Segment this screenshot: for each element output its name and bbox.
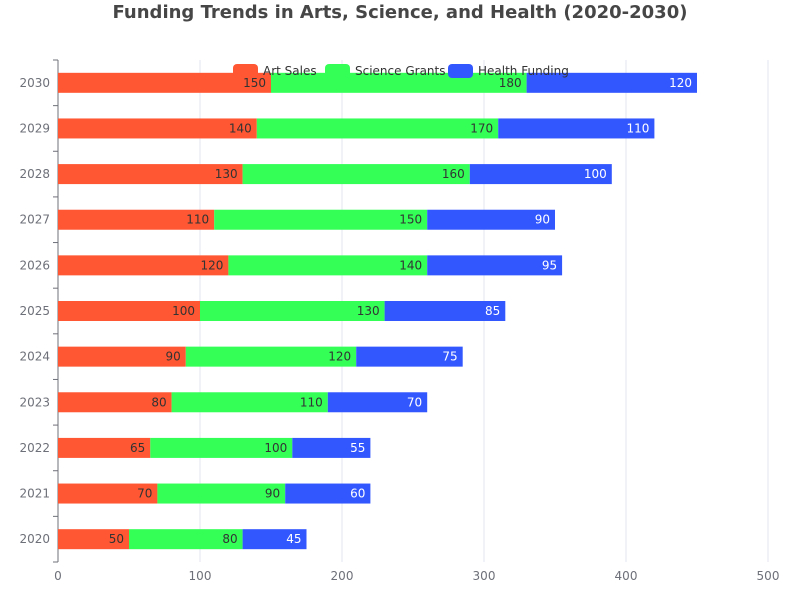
bar-health-funding — [427, 255, 563, 276]
legend-swatch — [233, 64, 258, 78]
bar-science-grants — [256, 118, 499, 139]
bar-health-funding — [526, 72, 697, 93]
bar-art-sales — [58, 437, 151, 458]
data-label: 95 — [542, 258, 557, 272]
legend-label: Science Grants — [355, 64, 445, 78]
data-label: 140 — [399, 258, 422, 272]
data-label: 75 — [442, 350, 457, 364]
x-tick-label: 400 — [615, 569, 638, 583]
bar-art-sales — [58, 255, 229, 276]
x-tick-label: 200 — [331, 569, 354, 583]
data-label: 130 — [357, 304, 380, 318]
bar-science-grants — [150, 437, 293, 458]
data-label: 65 — [130, 441, 145, 455]
data-label: 85 — [485, 304, 500, 318]
y-tick-label: 2029 — [19, 121, 50, 135]
data-label: 180 — [499, 76, 522, 90]
data-label: 120 — [669, 76, 692, 90]
data-label: 90 — [265, 487, 280, 501]
bar-science-grants — [214, 209, 428, 230]
bar-science-grants — [242, 164, 470, 185]
y-tick-label: 2027 — [19, 213, 50, 227]
data-label: 70 — [407, 395, 422, 409]
x-tick-label: 100 — [189, 569, 212, 583]
data-label: 50 — [109, 532, 124, 546]
data-label: 55 — [350, 441, 365, 455]
legend-swatch — [448, 64, 473, 78]
data-label: 150 — [399, 213, 422, 227]
y-tick-label: 2028 — [19, 167, 50, 181]
y-tick-label: 2021 — [19, 487, 50, 501]
data-label: 110 — [626, 121, 649, 135]
bar-art-sales — [58, 346, 186, 367]
y-tick-label: 2022 — [19, 441, 50, 455]
data-label: 120 — [328, 350, 351, 364]
bar-health-funding — [242, 529, 307, 550]
bar-art-sales — [58, 483, 158, 504]
bar-health-funding — [292, 437, 371, 458]
y-tick-label: 2026 — [19, 258, 50, 272]
y-tick-label: 2023 — [19, 395, 50, 409]
bar-science-grants — [228, 255, 428, 276]
bar-science-grants — [200, 301, 385, 321]
x-tick-label: 500 — [757, 569, 780, 583]
bar-art-sales — [58, 164, 243, 185]
y-tick-label: 2025 — [19, 304, 50, 318]
data-label: 60 — [350, 487, 365, 501]
y-tick-label: 2030 — [19, 76, 50, 90]
bar-health-funding — [469, 164, 612, 185]
data-label: 45 — [286, 532, 301, 546]
data-label: 120 — [200, 258, 223, 272]
data-label: 100 — [264, 441, 287, 455]
x-tick-label: 300 — [473, 569, 496, 583]
data-label: 140 — [229, 121, 252, 135]
data-label: 80 — [151, 395, 166, 409]
bar-health-funding — [356, 346, 463, 367]
bar-health-funding — [427, 209, 555, 230]
data-label: 90 — [166, 350, 181, 364]
bar-health-funding — [327, 392, 428, 413]
bar-science-grants — [185, 346, 357, 367]
bar-art-sales — [58, 529, 129, 550]
data-label: 160 — [442, 167, 465, 181]
legend-label: Health Funding — [478, 64, 569, 78]
y-tick-label: 2020 — [19, 532, 50, 546]
data-label: 130 — [215, 167, 238, 181]
data-label: 90 — [535, 213, 550, 227]
chart-title: Funding Trends in Arts, Science, and Hea… — [112, 2, 688, 23]
bar-health-funding — [285, 483, 371, 504]
data-label: 110 — [186, 213, 209, 227]
bar-health-funding — [498, 118, 655, 139]
bar-art-sales — [58, 209, 215, 230]
bar-science-grants — [171, 392, 328, 413]
data-label: 150 — [243, 76, 266, 90]
bar-art-sales — [58, 72, 271, 93]
data-label: 110 — [300, 395, 323, 409]
legend-swatch — [325, 64, 350, 78]
legend-label: Art Sales — [263, 64, 317, 78]
x-tick-label: 0 — [54, 569, 62, 583]
bar-science-grants — [129, 529, 243, 550]
data-label: 80 — [222, 532, 237, 546]
bar-art-sales — [58, 392, 172, 413]
bar-health-funding — [384, 301, 506, 321]
y-tick-label: 2024 — [19, 350, 50, 364]
bar-science-grants — [157, 483, 286, 504]
bar-art-sales — [58, 301, 200, 321]
bar-art-sales — [58, 118, 257, 139]
data-label: 70 — [137, 487, 152, 501]
data-label: 170 — [470, 121, 493, 135]
data-label: 100 — [584, 167, 607, 181]
data-label: 100 — [172, 304, 195, 318]
